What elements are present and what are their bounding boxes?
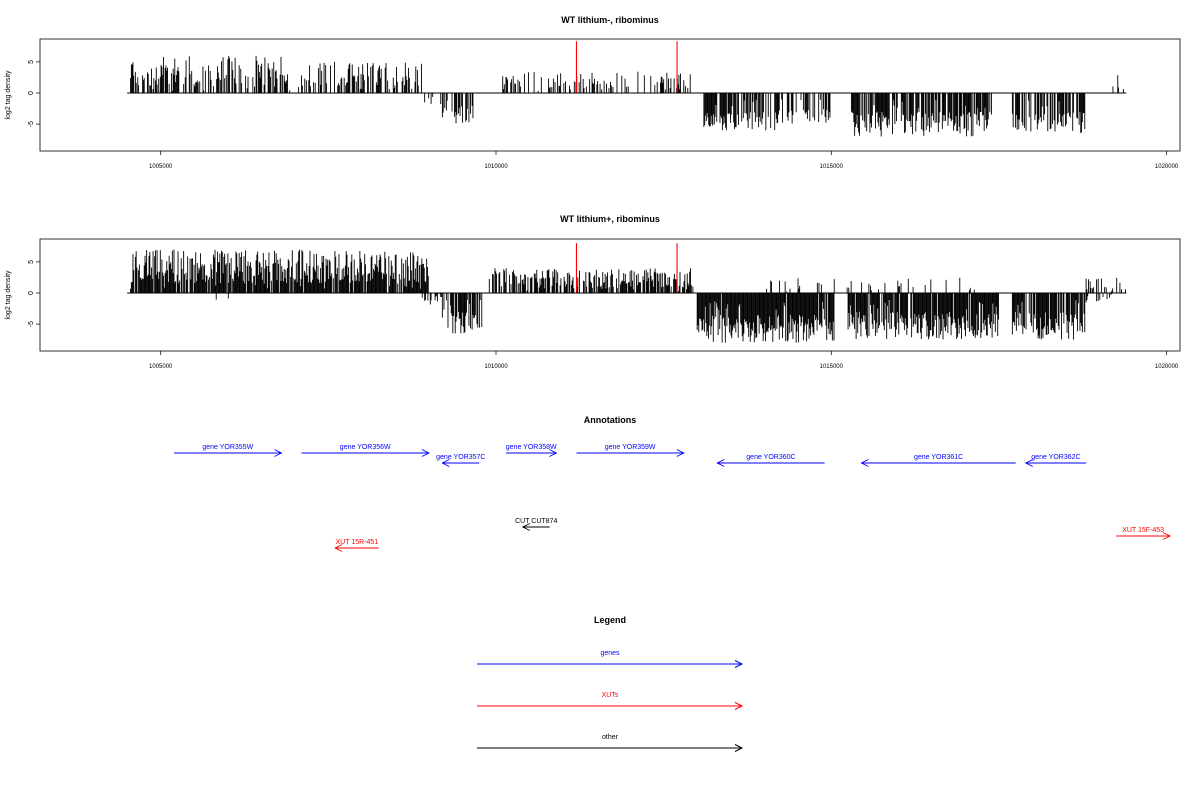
y-axis-label: log2 tag density	[5, 70, 12, 120]
legend-item: genes	[477, 650, 744, 668]
y-tick-label: 5	[28, 60, 35, 64]
x-tick-label: 1015000	[820, 364, 844, 370]
y-axis: -5 0 5	[28, 60, 40, 127]
x-axis: 1005000 1010000 1015000 1020000	[149, 151, 1179, 170]
track-title: WT lithium-, ribominus	[561, 15, 659, 25]
x-tick-label: 1010000	[484, 364, 508, 370]
annotation-other: CUT CUT874	[515, 518, 557, 531]
feature-arrowhead	[860, 459, 869, 467]
legend-arrowhead	[734, 744, 744, 752]
feature-arrowhead	[1162, 532, 1172, 540]
feature-label: gene YOR357C	[436, 454, 485, 461]
annotation-gene: gene YOR362C	[1024, 454, 1087, 467]
y-tick-label: 0	[28, 91, 35, 95]
feature-arrowhead	[334, 544, 343, 552]
annotations-panel: Annotations gene YOR355W gene YOR356Wgene…	[174, 415, 1172, 552]
feature-label: gene YOR361C	[914, 454, 963, 461]
x-tick-label: 1010000	[484, 164, 508, 170]
feature-label: gene YOR356W	[340, 444, 391, 451]
track-panel-lithium-plus: WT lithium+, ribominus log2 tag density …	[5, 214, 1181, 370]
annotation-xut: XUT 15F-453	[1116, 527, 1172, 540]
feature-arrowhead	[421, 449, 430, 457]
legend: Legend genes XUTs other	[477, 615, 744, 752]
legend-arrowhead	[734, 660, 744, 668]
signal-bars	[130, 55, 1124, 137]
legend-label: other	[602, 734, 619, 741]
legend-arrowhead	[734, 702, 744, 710]
feature-arrowhead	[1024, 459, 1033, 467]
feature-label: gene YOR358W	[506, 444, 557, 451]
feature-arrowhead	[716, 459, 725, 467]
feature-arrowhead	[549, 449, 558, 457]
annotation-gene: gene YOR361C	[860, 454, 1016, 467]
legend-item: XUTs	[477, 692, 744, 710]
feature-label: gene YOR355W	[202, 444, 253, 451]
plot-frame	[39, 238, 1181, 352]
y-tick-label: -5	[28, 321, 35, 327]
track-title: WT lithium+, ribominus	[560, 214, 660, 224]
feature-label: gene YOR360C	[746, 454, 795, 461]
y-tick-label: 5	[28, 260, 35, 264]
y-tick-label: -5	[28, 121, 35, 127]
signal-bars	[130, 249, 1126, 343]
legend-title: Legend	[594, 615, 626, 625]
y-axis-label: log2 tag density	[5, 270, 12, 320]
annotation-gene: gene YOR359W	[576, 444, 685, 457]
highlight-lines	[575, 41, 678, 93]
y-tick-label: 0	[28, 291, 35, 295]
feature-arrowhead	[441, 459, 450, 467]
feature-label: XUT 15F-453	[1122, 527, 1164, 534]
track-panel-lithium-minus: WT lithium-, ribominus log2 tag density …	[5, 15, 1181, 170]
annotations-title: Annotations	[584, 415, 637, 425]
annotation-gene: gene YOR357C	[436, 454, 485, 467]
x-tick-label: 1005000	[149, 364, 173, 370]
x-tick-label: 1020000	[1155, 364, 1179, 370]
feature-label: XUT 15R-451	[336, 539, 379, 546]
feature-label: gene YOR359W	[605, 444, 656, 451]
feature-arrowhead	[676, 449, 685, 457]
annotation-gene: gene YOR360C	[716, 454, 825, 467]
annotation-gene: gene YOR355W	[174, 444, 283, 457]
highlight-lines	[575, 243, 678, 293]
y-axis: -5 0 5	[28, 260, 40, 327]
annotation-xut: XUT 15R-451	[334, 539, 379, 552]
feature-arrowhead	[274, 449, 283, 457]
feature-label: CUT CUT874	[515, 518, 557, 525]
feature-label: gene YOR362C	[1031, 454, 1080, 461]
annotation-gene: gene YOR358W	[506, 444, 558, 457]
x-axis: 1005000 1010000 1015000 1020000	[149, 351, 1179, 370]
feature-list: gene YOR355W gene YOR356W gene YOR357C gene…	[174, 444, 1172, 552]
legend-items: genes XUTs other	[477, 650, 744, 752]
x-tick-label: 1015000	[820, 164, 844, 170]
plot-frame	[39, 38, 1181, 152]
feature-arrowhead	[521, 523, 531, 531]
annotation-gene: gene YOR356W	[301, 444, 430, 457]
x-tick-label: 1005000	[149, 164, 173, 170]
legend-label: genes	[600, 650, 620, 657]
legend-item: other	[477, 734, 744, 752]
legend-label: XUTs	[602, 692, 619, 699]
x-tick-label: 1020000	[1155, 164, 1179, 170]
